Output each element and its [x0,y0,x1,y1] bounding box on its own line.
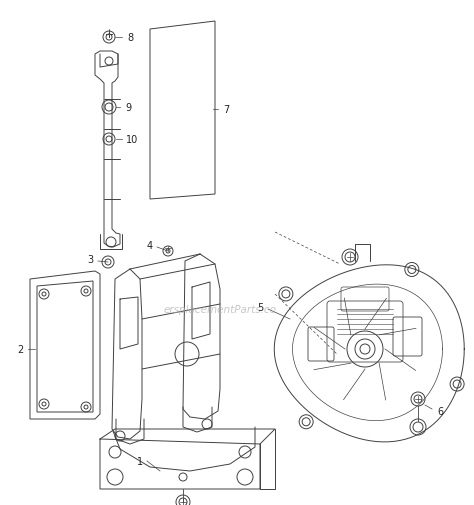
Circle shape [450,377,464,391]
Text: 2: 2 [17,344,23,355]
Circle shape [411,392,425,406]
Text: ersplacementParts.co: ersplacementParts.co [164,305,276,315]
Text: 5: 5 [257,302,263,313]
Circle shape [299,415,313,429]
Circle shape [103,32,115,44]
Text: 7: 7 [223,105,229,115]
Circle shape [176,495,190,505]
Text: 4: 4 [147,240,153,250]
Text: 8: 8 [127,33,133,43]
Circle shape [342,249,358,266]
Text: 10: 10 [126,135,138,145]
Circle shape [410,419,426,435]
Text: 6: 6 [437,406,443,416]
Text: 3: 3 [87,255,93,265]
Circle shape [405,263,419,277]
Circle shape [279,287,293,301]
Text: 9: 9 [125,103,131,113]
Text: 1: 1 [137,456,143,466]
